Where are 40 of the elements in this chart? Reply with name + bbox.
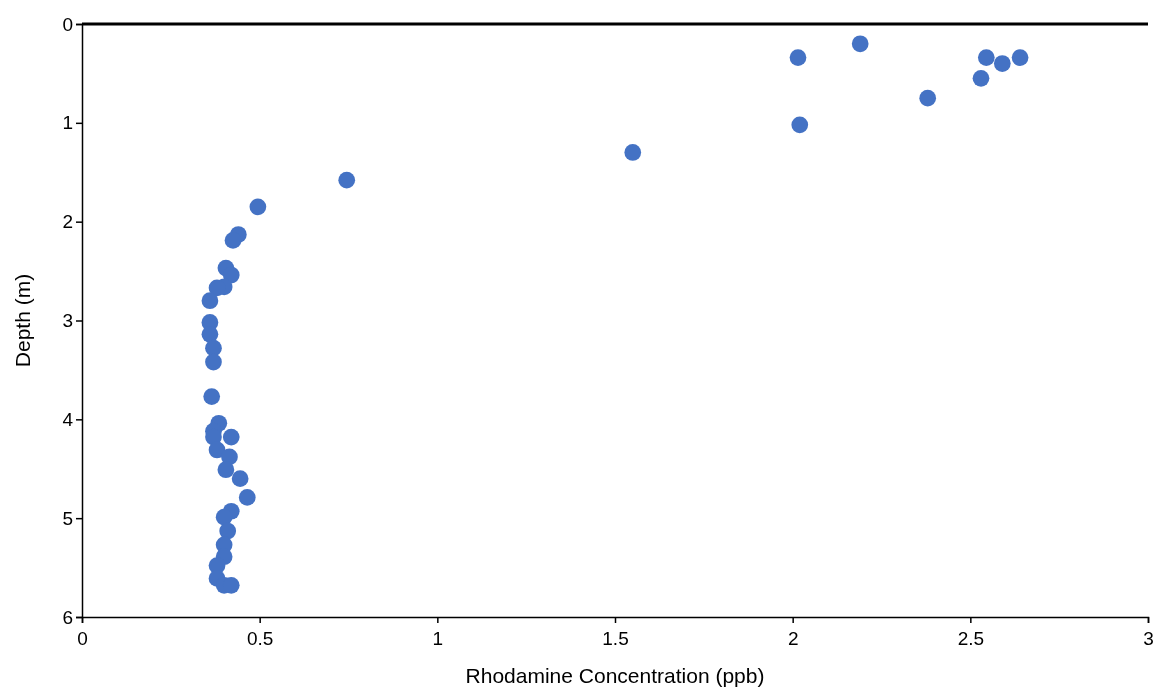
point [203,388,221,405]
point [249,198,267,216]
x-tick-label: 2 [787,628,799,649]
y-tick-label: 2 [62,211,73,233]
y-tick-label: 4 [62,408,74,430]
point [231,470,249,487]
point [219,522,237,540]
x-tick-label: 3 [1143,628,1154,649]
point [851,35,869,53]
point [791,116,809,134]
point [224,232,242,249]
point [205,339,222,357]
point [972,70,990,87]
point [1011,49,1029,66]
x-tick-label: 1 [432,628,444,649]
point [789,49,807,66]
point [205,353,222,371]
y-axis-title: Depth (m) [11,273,34,368]
x-tick-label: 2.5 [957,628,985,649]
point [208,441,226,459]
y-tick-label: 1 [62,112,73,134]
point [215,508,233,526]
point [338,171,356,189]
point [238,489,256,506]
x-tick-label: 0 [77,628,88,649]
point [222,428,240,446]
point [217,461,235,479]
point [919,89,937,107]
point [993,55,1011,72]
point [977,49,995,66]
point [222,266,240,284]
point [624,144,642,161]
y-tick-label: 5 [62,507,73,529]
y-tick-label: 6 [62,606,73,628]
x-tick-label: 1.5 [602,628,629,649]
x-tick-label: 0.5 [246,628,274,649]
x-axis-title: Rhodamine Concentration (ppb) [465,664,765,687]
y-tick-label: 3 [62,310,73,332]
point [201,292,219,310]
y-tick-label: 0 [62,13,73,35]
